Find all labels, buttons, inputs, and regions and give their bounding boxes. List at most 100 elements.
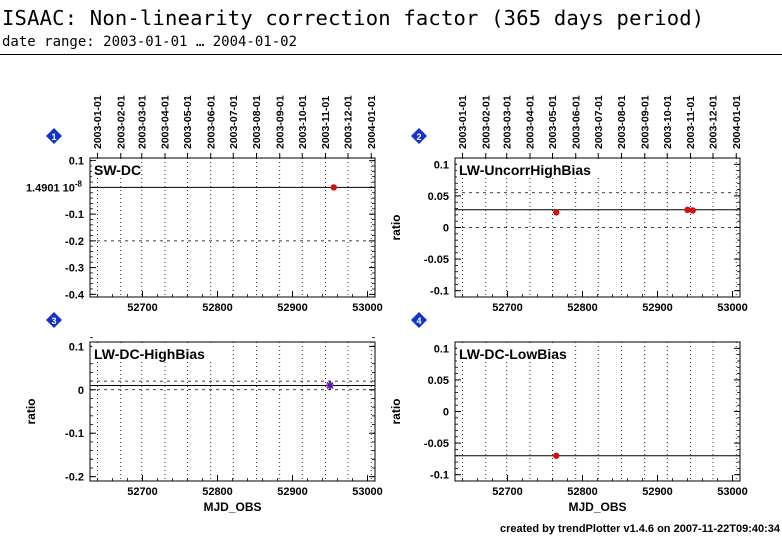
date-tick-label: 2003-09-01 (639, 95, 651, 149)
x-tick-label: 52800 (567, 486, 598, 498)
y-tick-label: 0.1 (434, 343, 449, 355)
plot-frame (454, 341, 741, 482)
x-tick-label: 52700 (492, 486, 523, 498)
footer-credit: created by trendPlotter v1.4.6 on 2007-1… (499, 523, 780, 535)
data-point (689, 207, 696, 214)
date-tick-label: 2003-04-01 (525, 95, 537, 149)
panel-title-backing (92, 161, 139, 178)
date-tick-label: 2003-03-01 (501, 95, 513, 149)
data-point (553, 209, 560, 216)
panel-number-badge (411, 128, 427, 144)
y-tick-label: -0.05 (424, 438, 449, 450)
date-tick-label: 2003-11-01 (685, 96, 697, 149)
date-tick-label: 2003-05-01 (547, 95, 559, 149)
panel-1: 0.1 -0.1 -0.2 -0.3 -0.4 52700 52800 52900 53000 1… (26, 128, 383, 314)
panel-number-badge (46, 312, 62, 328)
x-tick-label: 53000 (717, 486, 748, 498)
date-tick-label: 2004-01-01 (366, 95, 378, 149)
panel-title: LW-DC-HighBias (94, 346, 205, 362)
y-tick-label: -0.2 (65, 472, 84, 484)
panel-number-badge (46, 128, 62, 144)
x-tick-label: 53000 (352, 302, 383, 314)
panel-number-label: 4 (416, 316, 421, 326)
date-tick-label: 2003-07-01 (593, 95, 605, 149)
x-tick-label: 52700 (492, 302, 523, 314)
data-point (330, 184, 337, 191)
reference-value-exponent: -8 (75, 179, 83, 188)
date-tick-label: 2003-08-01 (616, 95, 628, 149)
date-tick-label: 2003-04-01 (160, 95, 172, 149)
date-tick-label: 2003-05-01 (182, 95, 194, 149)
header-divider (0, 54, 782, 55)
reference-value-label: 1.4901 10-8 (26, 179, 83, 194)
x-tick-label: 52700 (127, 302, 158, 314)
y-tick-label: -0.1 (430, 470, 449, 482)
panel-title: SW-DC (94, 162, 141, 178)
data-point (684, 206, 691, 214)
y-tick-label: 0 (443, 223, 449, 235)
x-tick-label: 53000 (717, 302, 748, 314)
plot-frame (89, 341, 376, 482)
plot-frame (89, 157, 376, 298)
date-tick-label: 2004-01-01 (731, 95, 743, 149)
date-tick-label: 2003-12-01 (708, 95, 720, 149)
x-tick-label: 52900 (642, 302, 673, 314)
y-tick-label: 0.1 (434, 159, 449, 171)
panel-title-backing (457, 345, 572, 362)
panel-number-badge (411, 312, 427, 328)
y-tick-label: 0 (78, 385, 84, 397)
y-tick-label: 0.1 (69, 341, 84, 353)
data-point (326, 381, 334, 390)
date-tick-label: 2003-06-01 (205, 95, 217, 149)
y-tick-label: -0.1 (65, 428, 84, 440)
data-point-stroke (326, 381, 334, 389)
x-tick-label: 52800 (202, 302, 233, 314)
x-tick-label: 53000 (352, 486, 383, 498)
x-tick-label: 52800 (567, 302, 598, 314)
header: ISAAC: Non-linearity correction factor (… (0, 0, 782, 60)
panel-title-backing (92, 345, 215, 362)
x-tick-label: 52900 (277, 486, 308, 498)
date-tick-label: 2003-01-01 (92, 95, 104, 149)
page-title: ISAAC: Non-linearity correction factor (… (2, 6, 705, 30)
y-tick-label: 0.05 (428, 191, 449, 203)
x-tick-label: 52900 (277, 302, 308, 314)
x-tick-label: 52800 (202, 486, 233, 498)
date-tick-label: 2003-03-01 (136, 95, 148, 149)
panel-title: LW-DC-LowBias (459, 346, 567, 362)
date-tick-label: 2003-07-01 (228, 95, 240, 149)
y-tick-label: 0 (443, 407, 449, 419)
y-axis-label: ratio (24, 398, 38, 424)
date-axis-1: 2003-01-01 2003-02-01 2003-03-01 2003-04-01… (92, 95, 378, 158)
y-tick-label: -0.3 (65, 263, 84, 275)
date-tick-label: 2003-02-01 (115, 95, 127, 149)
y-tick-label: -0.05 (424, 254, 449, 266)
date-tick-label: 2003-02-01 (480, 95, 492, 149)
x-axis-label: MJD_OBS (568, 500, 626, 514)
panel-2: 0.1 0.05 0 -0.05 -0.1 52700 52800 52900 53000 rat… (389, 128, 748, 314)
date-range-subtitle: date range: 2003-01-01 … 2004-01-02 (2, 34, 298, 50)
x-tick-label: 52900 (642, 486, 673, 498)
y-axis-label: ratio (389, 398, 403, 424)
panel-title-backing (457, 161, 606, 178)
date-axis-2: 2003-01-01 2003-02-01 2003-03-01 2003-04-01… (457, 95, 743, 158)
date-tick-label: 2003-10-01 (662, 95, 674, 149)
date-tick-label: 2003-01-01 (457, 95, 469, 149)
y-tick-label: -0.2 (65, 236, 84, 248)
x-tick-label: 52700 (127, 486, 158, 498)
panel-4: 0.1 0.05 0 -0.05 -0.1 52700 52800 52900 53000 MJD… (389, 312, 748, 514)
x-axis-label: MJD_OBS (203, 500, 261, 514)
panel-number-label: 1 (51, 132, 56, 142)
panel-number-label: 3 (51, 316, 56, 326)
y-tick-label: -0.1 (65, 209, 84, 221)
panel-3: 0.1 0 -0.1 -0.2 52700 52800 52900 53000 MJD_OBS r… (24, 312, 383, 514)
panel-title: LW-UncorrHighBias (459, 162, 591, 178)
panel-number-label: 2 (416, 132, 421, 142)
y-tick-label: -0.1 (430, 286, 449, 298)
y-tick-label: 0.05 (428, 375, 449, 387)
data-point (553, 452, 560, 459)
y-axis-label: ratio (389, 214, 403, 240)
date-tick-label: 2003-08-01 (251, 95, 263, 149)
date-tick-label: 2003-11-01 (320, 96, 332, 149)
date-tick-label: 2003-09-01 (274, 95, 286, 149)
